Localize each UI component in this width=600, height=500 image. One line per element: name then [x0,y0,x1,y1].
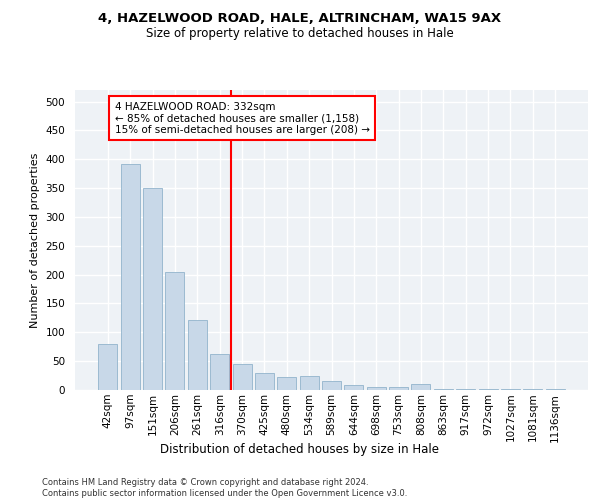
Bar [344,386,364,390]
Bar [188,320,207,390]
Bar [121,164,140,390]
Bar [233,364,251,390]
Text: 4, HAZELWOOD ROAD, HALE, ALTRINCHAM, WA15 9AX: 4, HAZELWOOD ROAD, HALE, ALTRINCHAM, WA1… [98,12,502,26]
Y-axis label: Number of detached properties: Number of detached properties [30,152,40,328]
Text: 4 HAZELWOOD ROAD: 332sqm
← 85% of detached houses are smaller (1,158)
15% of sem: 4 HAZELWOOD ROAD: 332sqm ← 85% of detach… [115,102,370,134]
Text: Contains HM Land Registry data © Crown copyright and database right 2024.
Contai: Contains HM Land Registry data © Crown c… [42,478,407,498]
Bar [277,378,296,390]
Bar [389,386,408,390]
Text: Distribution of detached houses by size in Hale: Distribution of detached houses by size … [161,442,439,456]
Bar [412,384,430,390]
Bar [98,344,118,390]
Bar [166,272,184,390]
Bar [299,376,319,390]
Bar [143,188,162,390]
Bar [210,354,229,390]
Bar [367,386,386,390]
Bar [322,382,341,390]
Bar [255,372,274,390]
Text: Size of property relative to detached houses in Hale: Size of property relative to detached ho… [146,28,454,40]
